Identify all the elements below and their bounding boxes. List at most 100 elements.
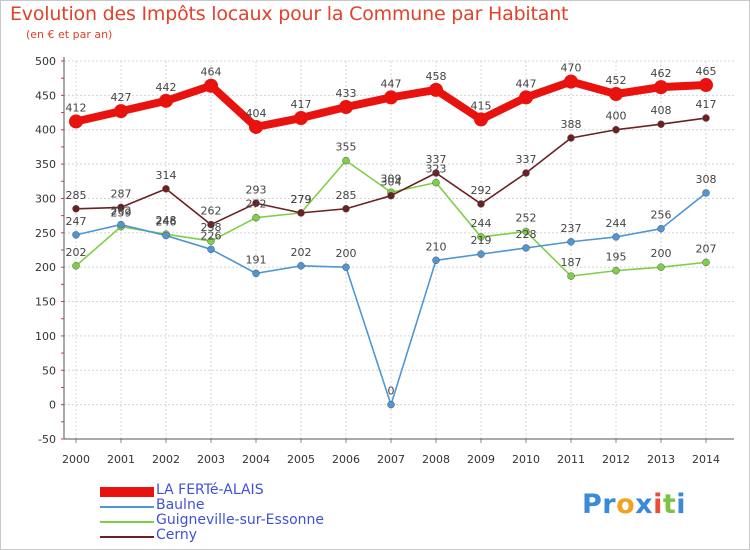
data-label: 262 xyxy=(201,205,222,218)
data-point xyxy=(612,125,620,134)
data-point xyxy=(207,245,215,254)
label-layer: 412 427 442 464 404 417 433 447 458 415 447 470 452 4… xyxy=(66,62,717,398)
data-label: 219 xyxy=(471,234,492,247)
data-label: 442 xyxy=(156,81,177,94)
data-label: 464 xyxy=(201,66,222,79)
data-label: 246 xyxy=(156,216,177,229)
data-label: 207 xyxy=(696,242,717,255)
data-label: 465 xyxy=(696,65,717,78)
data-label: 244 xyxy=(606,217,627,230)
data-label: 337 xyxy=(516,153,537,166)
y-tick-label: 300 xyxy=(35,192,56,205)
data-point xyxy=(522,169,530,177)
x-tick-label: 2008 xyxy=(422,453,450,466)
x-tick-label: 2011 xyxy=(557,453,585,466)
x-tick-label: 2004 xyxy=(242,453,270,466)
logo-letter: Pr xyxy=(582,489,617,520)
data-point xyxy=(294,111,308,126)
data-point xyxy=(612,266,620,275)
x-tick-label: 2000 xyxy=(62,453,90,466)
data-point xyxy=(702,189,710,197)
data-label: 200 xyxy=(336,247,357,260)
data-point xyxy=(207,237,215,245)
data-point xyxy=(159,93,173,108)
y-tick-label: 0 xyxy=(49,399,56,412)
data-point xyxy=(567,272,575,280)
data-label: 304 xyxy=(381,176,402,189)
data-point xyxy=(657,224,665,233)
data-point xyxy=(339,100,353,115)
data-point xyxy=(69,114,83,129)
data-point xyxy=(432,169,440,177)
logo-letter: x xyxy=(635,489,654,520)
y-tick-label: 200 xyxy=(35,261,56,274)
data-label: 337 xyxy=(426,153,447,166)
data-label: 285 xyxy=(336,189,357,202)
y-tick-label: 400 xyxy=(35,124,56,137)
data-point xyxy=(474,112,488,127)
data-label: 202 xyxy=(291,246,312,259)
logo-letter: t xyxy=(662,489,677,520)
data-label: 228 xyxy=(516,228,537,241)
data-point xyxy=(564,74,578,89)
x-tick-label: 2009 xyxy=(467,453,495,466)
data-point xyxy=(117,203,125,212)
legend-label: Guigneville-sur-Essonne xyxy=(156,512,325,528)
data-point xyxy=(297,209,305,217)
data-label: 287 xyxy=(111,187,132,200)
grid-layer xyxy=(64,60,734,440)
data-point xyxy=(702,114,710,122)
data-point xyxy=(117,220,125,229)
data-label: 238 xyxy=(201,221,222,234)
legend-swatch xyxy=(100,486,154,497)
data-label: 415 xyxy=(471,99,492,112)
data-point xyxy=(252,213,260,222)
legend-item: Guigneville-sur-Essonne xyxy=(100,512,360,529)
data-label: 433 xyxy=(336,87,357,100)
data-point xyxy=(387,400,395,409)
data-point xyxy=(657,120,665,128)
data-label: 417 xyxy=(696,98,717,111)
x-tick-label: 2014 xyxy=(692,453,720,466)
legend-item: Cerny xyxy=(100,527,360,544)
data-point xyxy=(72,231,80,239)
data-label: 293 xyxy=(246,183,267,196)
proxiti-logo: Proxiti xyxy=(582,489,686,520)
x-tick-label: 2007 xyxy=(377,453,405,466)
data-label: 388 xyxy=(561,118,582,131)
data-point xyxy=(477,250,485,258)
data-point xyxy=(342,263,350,271)
data-label: 458 xyxy=(426,70,447,83)
x-tick-label: 2005 xyxy=(287,453,315,466)
chart-subtitle: (en € et par an) xyxy=(26,28,113,41)
legend-item: LA FERTé-ALAIS xyxy=(100,482,360,499)
data-point xyxy=(72,205,80,213)
data-point xyxy=(342,156,350,165)
x-tick-label: 2002 xyxy=(152,453,180,466)
data-label: 202 xyxy=(66,246,87,259)
data-point xyxy=(429,82,443,97)
data-point xyxy=(252,199,260,208)
data-point xyxy=(657,263,665,271)
data-point xyxy=(384,90,398,105)
data-point xyxy=(519,90,533,105)
legend-label: Cerny xyxy=(156,527,198,543)
series-baulne xyxy=(72,189,710,409)
x-tick-label: 2001 xyxy=(107,453,135,466)
data-label: 0 xyxy=(388,385,395,398)
data-point xyxy=(297,262,305,270)
data-label: 195 xyxy=(606,251,627,264)
data-point xyxy=(699,78,713,93)
data-point xyxy=(522,244,530,252)
data-label: 408 xyxy=(651,104,672,117)
data-point xyxy=(432,256,440,265)
data-label: 256 xyxy=(651,209,672,222)
legend-swatch xyxy=(100,535,154,538)
data-point xyxy=(207,220,215,229)
data-label: 247 xyxy=(66,215,87,228)
data-point xyxy=(204,78,218,93)
data-label: 279 xyxy=(291,193,312,206)
legend-label: Baulne xyxy=(156,497,205,513)
legend-item: Baulne xyxy=(100,497,360,514)
